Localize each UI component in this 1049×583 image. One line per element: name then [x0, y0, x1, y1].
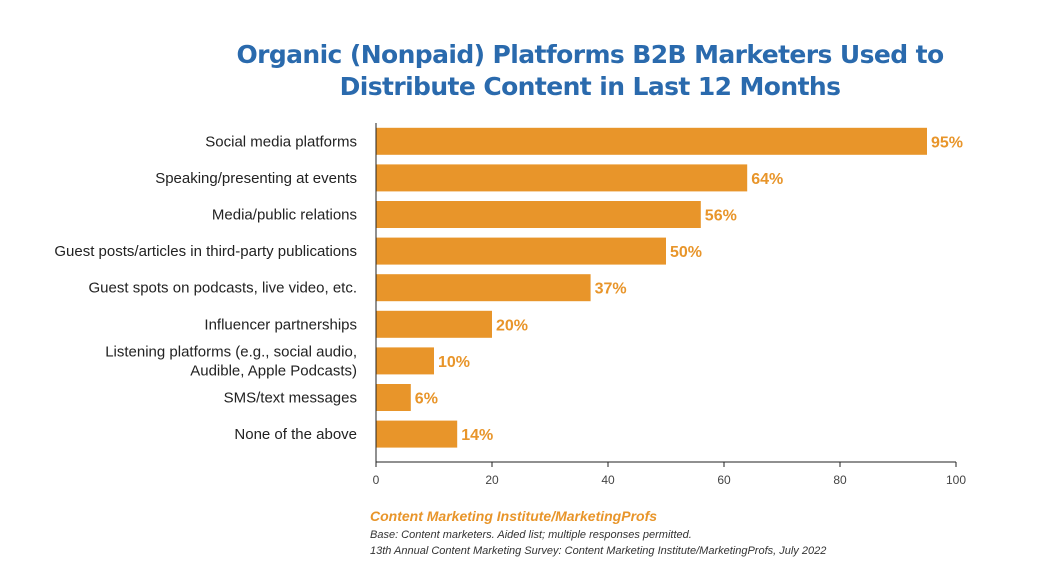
category-label: Guest posts/articles in third-party publ… — [54, 243, 357, 260]
category-label: Audible, Apple Podcasts) — [190, 362, 357, 379]
survey-note: 13th Annual Content Marketing Survey: Co… — [370, 545, 827, 557]
bar-value-label: 56% — [705, 208, 737, 225]
bar — [376, 127, 927, 155]
bar-value-label: 6% — [415, 391, 438, 408]
bar — [376, 164, 748, 192]
bar-value-label: 10% — [438, 354, 470, 371]
x-tick-label: 40 — [601, 473, 615, 487]
x-tick-label: 20 — [485, 473, 499, 487]
category-label: Media/public relations — [212, 207, 357, 224]
bar — [376, 201, 701, 228]
x-tick-label: 60 — [717, 473, 731, 487]
category-label: Influencer partnerships — [204, 316, 357, 333]
bar — [376, 310, 492, 338]
bar — [376, 384, 411, 411]
chart-title-line-2: Distribute Content in Last 12 Months — [339, 72, 841, 101]
category-label: SMS/text messages — [224, 390, 357, 407]
category-label: Guest spots on podcasts, live video, etc… — [89, 280, 357, 297]
chart-title-line-1: Organic (Nonpaid) Platforms B2B Marketer… — [236, 40, 944, 69]
bar-chart: 95% Social media platforms 64% Speaking/pre… — [54, 123, 966, 487]
bar — [376, 274, 591, 302]
x-tick-label: 0 — [373, 473, 380, 487]
x-tick-label: 80 — [833, 473, 847, 487]
category-label: None of the above — [234, 426, 357, 443]
source-credit: Content Marketing Institute/MarketingPro… — [370, 508, 658, 524]
bar-value-label: 37% — [595, 281, 627, 298]
bar-value-label: 20% — [496, 317, 528, 334]
category-label: Social media platforms — [205, 133, 357, 150]
bar-value-label: 64% — [751, 171, 783, 188]
bar — [376, 420, 458, 448]
category-label: Speaking/presenting at events — [155, 170, 357, 187]
bar — [376, 347, 434, 375]
base-note: Base: Content marketers. Aided list; mul… — [370, 529, 692, 541]
bar-value-label: 14% — [461, 427, 493, 444]
x-tick-label: 100 — [946, 473, 966, 487]
bar-value-label: 50% — [670, 244, 702, 261]
bar-value-label: 95% — [931, 134, 963, 151]
bar — [376, 237, 666, 265]
category-label: Listening platforms (e.g., social audio, — [105, 343, 357, 360]
